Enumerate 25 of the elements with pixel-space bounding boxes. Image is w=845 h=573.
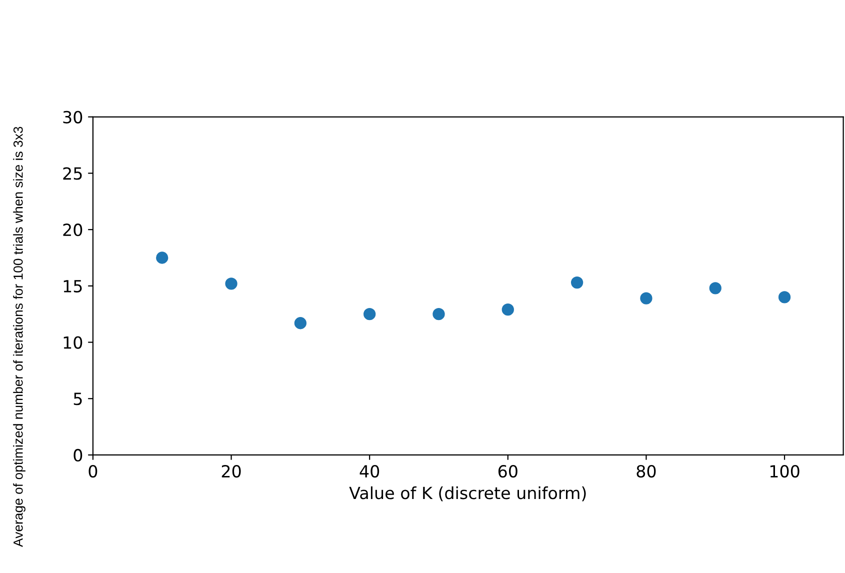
point bbox=[778, 291, 791, 304]
point bbox=[640, 292, 652, 304]
y-axis-title: Average of optimized number of iterations for 100 trials when size is 3x3 bbox=[13, 126, 26, 547]
point bbox=[432, 308, 445, 320]
point bbox=[294, 317, 306, 330]
x-tick-label: 80 bbox=[636, 464, 656, 478]
x-tick-label: 100 bbox=[770, 464, 800, 478]
y-tick-label: 0 bbox=[74, 448, 82, 462]
point bbox=[364, 308, 376, 320]
y-tick-label: 15 bbox=[64, 280, 82, 292]
point bbox=[225, 278, 238, 290]
y-tick-label: 10 bbox=[64, 336, 82, 349]
x-tick-label: 40 bbox=[360, 464, 380, 478]
x-tick-label: 0 bbox=[88, 464, 98, 478]
point bbox=[570, 276, 584, 289]
point bbox=[156, 252, 168, 264]
point bbox=[709, 282, 722, 294]
x-tick-label: 60 bbox=[498, 464, 518, 478]
y-tick-label: 25 bbox=[63, 167, 82, 180]
x-tick-label: 20 bbox=[222, 464, 241, 478]
x-axis-title: Value of K (discrete uniform) bbox=[349, 486, 586, 502]
y-tick-label: 20 bbox=[63, 224, 82, 236]
y-tick-label: 30 bbox=[63, 110, 82, 124]
y-tick-label: 5 bbox=[74, 392, 82, 406]
point bbox=[502, 304, 514, 316]
